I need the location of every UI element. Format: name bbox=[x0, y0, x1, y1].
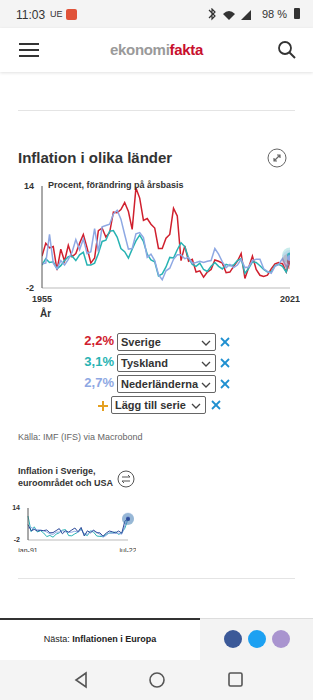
html-text:Inflation i olika länder: Inflation i olika länder bbox=[18, 149, 173, 166]
html-text:98 %: 98 % bbox=[262, 8, 288, 20]
html-text:Procent, förändring på årsbasi: Procent, förändring på årsbasis bbox=[48, 180, 184, 190]
svg-text:14: 14 bbox=[24, 181, 34, 191]
svg-text:2021: 2021 bbox=[280, 294, 300, 304]
html-text:Lägg till serie: Lägg till serie bbox=[115, 399, 186, 411]
svg-text:1955: 1955 bbox=[32, 294, 52, 304]
html-text:Inflation i Sverige, euroområd: Inflation i Sverige, euroområdet och USA bbox=[18, 466, 113, 488]
html-text:Tyskland: Tyskland bbox=[121, 357, 168, 369]
svg-text:14: 14 bbox=[12, 504, 20, 511]
svg-text:jul-22: jul-22 bbox=[118, 547, 136, 552]
html-text:2,7%: 2,7% bbox=[84, 375, 114, 390]
html-text:3,1%: 3,1% bbox=[84, 354, 114, 369]
html-text:11:03 UE: 11:03 UE bbox=[16, 8, 63, 22]
html-text:ekonomi fakta: ekonomi fakta bbox=[109, 41, 203, 58]
html-text:2,2%: 2,2% bbox=[84, 333, 114, 348]
html-text:År: År bbox=[40, 308, 52, 319]
svg-text:-2: -2 bbox=[26, 283, 34, 293]
svg-text:jan-91: jan-91 bbox=[17, 547, 38, 552]
html-text:Källa: IMF (IFS) via Macrobond: Källa: IMF (IFS) via Macrobond bbox=[18, 432, 143, 442]
svg-text:-2: -2 bbox=[14, 536, 20, 543]
html-text:Nederländerna: Nederländerna bbox=[121, 378, 198, 390]
html-text:Nästa: Inflationen i Europa: Nästa: Inflationen i Europa bbox=[43, 634, 157, 644]
html-text:Sverige: Sverige bbox=[121, 336, 161, 348]
